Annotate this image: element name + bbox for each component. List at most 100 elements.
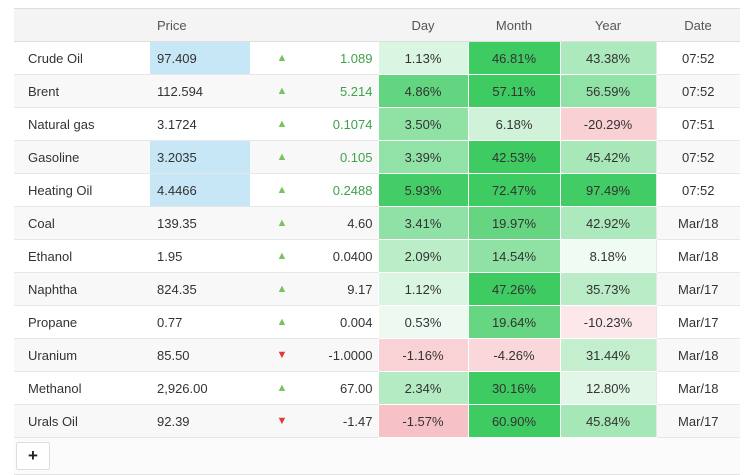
table-row: Propane 0.77 ▲ 0.004 0.53% 19.64% -10.23… — [14, 305, 740, 339]
date-cell: Mar/17 — [655, 404, 740, 438]
table-row: Brent 112.594 ▲ 5.214 4.86% 57.11% 56.59… — [14, 74, 740, 108]
table-row: Urals Oil 92.39 ▼ -1.47 -1.57% 60.90% 45… — [14, 404, 740, 438]
change-value: 4.60 — [314, 206, 378, 240]
header-day: Day — [378, 8, 468, 42]
change-value: -1.47 — [314, 404, 378, 438]
year-change-cell: 97.49% — [559, 173, 656, 207]
header-row: Price Day Month Year Date — [14, 8, 740, 42]
day-change-cell: 1.13% — [377, 41, 468, 75]
day-change-cell: 2.09% — [377, 239, 468, 273]
day-change-cell: -1.16% — [377, 338, 468, 372]
day-change-cell: 0.53% — [377, 305, 468, 339]
month-change-cell: 57.11% — [467, 74, 560, 108]
change-value: 9.17 — [314, 272, 378, 306]
change-value: 0.0400 — [314, 239, 378, 273]
price-cell: 3.2035 — [150, 140, 250, 174]
commodity-name[interactable]: Natural gas — [14, 107, 150, 141]
date-cell: Mar/18 — [655, 206, 740, 240]
table-row: Gasoline 3.2035 ▲ 0.105 3.39% 42.53% 45.… — [14, 140, 740, 174]
year-change-cell: 43.38% — [559, 41, 656, 75]
price-cell: 824.35 — [150, 272, 250, 306]
commodity-name[interactable]: Naphtha — [14, 272, 150, 306]
year-change-cell: 56.59% — [559, 74, 656, 108]
add-commodity-button[interactable]: + — [16, 442, 50, 470]
date-cell: 07:52 — [655, 140, 740, 174]
date-cell: 07:52 — [655, 74, 740, 108]
table-row: Uranium 85.50 ▼ -1.0000 -1.16% -4.26% 31… — [14, 338, 740, 372]
date-cell: Mar/18 — [655, 239, 740, 273]
commodity-name[interactable]: Crude Oil — [14, 41, 150, 75]
price-cell: 92.39 — [150, 404, 250, 438]
day-change-cell: 5.93% — [377, 173, 468, 207]
day-change-cell: 3.39% — [377, 140, 468, 174]
day-change-cell: 3.41% — [377, 206, 468, 240]
day-change-cell: 4.86% — [377, 74, 468, 108]
month-change-cell: 72.47% — [467, 173, 560, 207]
footer-cell: + — [14, 437, 740, 475]
month-change-cell: 47.26% — [467, 272, 560, 306]
commodity-name[interactable]: Heating Oil — [14, 173, 150, 207]
day-change-cell: 2.34% — [377, 371, 468, 405]
table-footer: + — [14, 437, 740, 475]
commodity-name[interactable]: Brent — [14, 74, 150, 108]
arrow-up-icon: ▲ — [250, 371, 314, 405]
date-cell: 07:52 — [655, 173, 740, 207]
arrow-up-icon: ▲ — [250, 107, 314, 141]
date-cell: 07:52 — [655, 41, 740, 75]
change-value: 0.105 — [314, 140, 378, 174]
date-cell: 07:51 — [655, 107, 740, 141]
table-row: Crude Oil 97.409 ▲ 1.089 1.13% 46.81% 43… — [14, 41, 740, 75]
header-commodity — [14, 8, 150, 42]
commodity-name[interactable]: Gasoline — [14, 140, 150, 174]
arrow-up-icon: ▲ — [250, 173, 314, 207]
year-change-cell: 31.44% — [559, 338, 656, 372]
header-year: Year — [560, 8, 656, 42]
header-price: Price — [150, 8, 250, 42]
month-change-cell: -4.26% — [467, 338, 560, 372]
commodity-name[interactable]: Uranium — [14, 338, 150, 372]
year-change-cell: -20.29% — [559, 107, 656, 141]
price-cell: 112.594 — [150, 74, 250, 108]
date-cell: Mar/17 — [655, 272, 740, 306]
arrow-up-icon: ▲ — [250, 272, 314, 306]
month-change-cell: 19.64% — [467, 305, 560, 339]
day-change-cell: 1.12% — [377, 272, 468, 306]
change-value: -1.0000 — [314, 338, 378, 372]
date-cell: Mar/18 — [655, 371, 740, 405]
price-cell: 4.4466 — [150, 173, 250, 207]
day-change-cell: 3.50% — [377, 107, 468, 141]
year-change-cell: 45.84% — [559, 404, 656, 438]
commodity-name[interactable]: Ethanol — [14, 239, 150, 273]
arrow-down-icon: ▼ — [250, 338, 314, 372]
change-value: 0.2488 — [314, 173, 378, 207]
month-change-cell: 46.81% — [467, 41, 560, 75]
arrow-up-icon: ▲ — [250, 74, 314, 108]
day-change-cell: -1.57% — [377, 404, 468, 438]
table-row: Heating Oil 4.4466 ▲ 0.2488 5.93% 72.47%… — [14, 173, 740, 207]
footer-row: + — [14, 437, 740, 475]
arrow-up-icon: ▲ — [250, 239, 314, 273]
change-value: 67.00 — [314, 371, 378, 405]
commodity-name[interactable]: Methanol — [14, 371, 150, 405]
commodity-name[interactable]: Urals Oil — [14, 404, 150, 438]
arrow-up-icon: ▲ — [250, 305, 314, 339]
year-change-cell: 8.18% — [559, 239, 656, 273]
month-change-cell: 60.90% — [467, 404, 560, 438]
table-body: Crude Oil 97.409 ▲ 1.089 1.13% 46.81% 43… — [14, 41, 740, 438]
commodity-name[interactable]: Propane — [14, 305, 150, 339]
year-change-cell: 45.42% — [559, 140, 656, 174]
table-row: Ethanol 1.95 ▲ 0.0400 2.09% 14.54% 8.18%… — [14, 239, 740, 273]
change-value: 1.089 — [314, 41, 378, 75]
month-change-cell: 30.16% — [467, 371, 560, 405]
table-row: Coal 139.35 ▲ 4.60 3.41% 19.97% 42.92% M… — [14, 206, 740, 240]
year-change-cell: 12.80% — [559, 371, 656, 405]
month-change-cell: 6.18% — [467, 107, 560, 141]
table-row: Natural gas 3.1724 ▲ 0.1074 3.50% 6.18% … — [14, 107, 740, 141]
year-change-cell: 35.73% — [559, 272, 656, 306]
year-change-cell: 42.92% — [559, 206, 656, 240]
header-date: Date — [656, 8, 740, 42]
price-cell: 2,926.00 — [150, 371, 250, 405]
month-change-cell: 14.54% — [467, 239, 560, 273]
date-cell: Mar/18 — [655, 338, 740, 372]
commodity-name[interactable]: Coal — [14, 206, 150, 240]
